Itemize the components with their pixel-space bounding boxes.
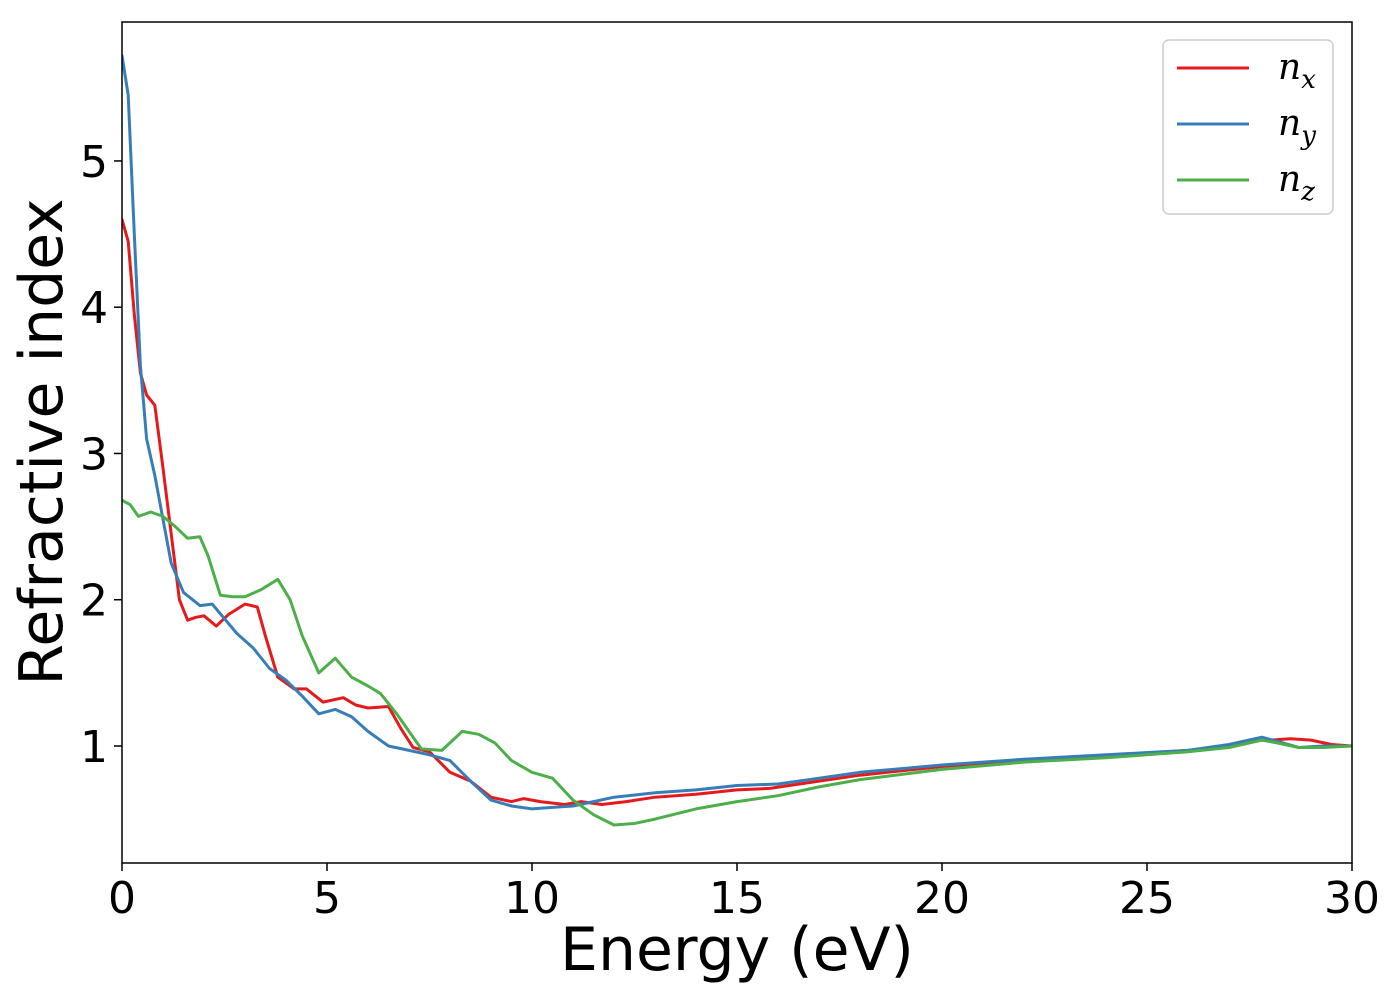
y-axis-ticks: 1 2 3 4 5 bbox=[80, 137, 122, 773]
y-tick-label: 4 bbox=[80, 283, 108, 334]
x-tick-label: 25 bbox=[1119, 873, 1175, 924]
legend-box bbox=[1162, 39, 1334, 215]
y-tick-label: 5 bbox=[80, 137, 108, 188]
series-line-y bbox=[122, 54, 1352, 811]
y-tick-label: 3 bbox=[80, 429, 108, 480]
legend-label-z: nz bbox=[1278, 159, 1315, 207]
legend-label-y: ny bbox=[1278, 103, 1316, 151]
legend-label-x: nx bbox=[1278, 47, 1316, 95]
series-line-x bbox=[122, 218, 1352, 806]
y-tick-label: 2 bbox=[80, 576, 108, 627]
y-tick-label: 1 bbox=[80, 722, 108, 773]
x-tick-label: 10 bbox=[504, 873, 560, 924]
x-tick-label: 5 bbox=[313, 873, 341, 924]
legend: nx ny nz bbox=[1162, 39, 1334, 215]
x-axis-label: Energy (eV) bbox=[560, 915, 914, 985]
series-layer bbox=[122, 54, 1352, 827]
x-tick-label: 20 bbox=[914, 873, 970, 924]
x-tick-label: 30 bbox=[1324, 873, 1380, 924]
x-tick-label: 0 bbox=[108, 873, 136, 924]
series-line-z bbox=[122, 498, 1352, 827]
x-tick-label: 15 bbox=[709, 873, 765, 924]
y-axis-label: Refractive index bbox=[7, 198, 77, 685]
x-axis-ticks: 0 5 10 15 20 25 30 bbox=[108, 863, 1380, 924]
